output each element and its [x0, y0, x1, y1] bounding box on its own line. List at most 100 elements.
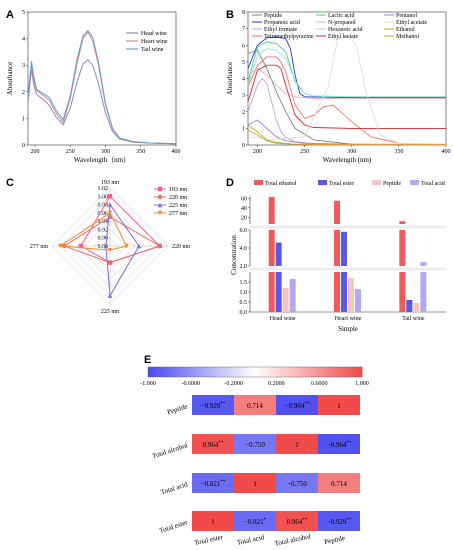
- heatmap-cell-value: −0.750: [245, 441, 265, 449]
- series-line-ethyl-formate: [247, 77, 447, 145]
- colorbar-segment: [315, 367, 320, 377]
- heatmap-cell: [192, 473, 234, 493]
- heatmap-cell-value: 1: [253, 480, 257, 488]
- colorbar-segment: [240, 367, 245, 377]
- bar-peptide-heart-wine: [348, 278, 354, 312]
- colorbar-segment: [247, 367, 252, 377]
- colorbar-segment: [344, 367, 349, 377]
- radar-r-tick-label: 0.96: [98, 211, 109, 217]
- y-tick-label: 6.0: [240, 228, 248, 234]
- colorbar-segment: [215, 367, 220, 377]
- significance-mark: **: [220, 402, 226, 407]
- radar-point-277-nm: [107, 210, 113, 216]
- colorbar-segment: [265, 367, 270, 377]
- radar-point-277-nm: [107, 247, 113, 253]
- legend-label-methanol: Methanol: [396, 34, 419, 40]
- row-label-peptide: Peptide: [166, 402, 188, 416]
- legend-swatch-total-ester: [318, 180, 327, 185]
- legend-swatch-total-ethanol: [254, 180, 263, 185]
- bar-total-ethanol-heart-wine: [334, 230, 340, 266]
- colorbar-segment: [244, 367, 249, 377]
- bar-total-ethanol-head-wine: [268, 196, 275, 224]
- panel-d-concentration-chart: 0.0 0.5 1.0 1.5 2.0 4.0 6.0 20 40 60 Head wine Hear…: [230, 180, 446, 333]
- colorbar-segment: [205, 367, 210, 377]
- heatmap-cell-value: −0.821**: [201, 480, 226, 488]
- colorbar-segment: [287, 367, 292, 377]
- x-axis-label: Wavelength (nm): [323, 156, 372, 164]
- legend-label-n-propanol: N-propanol: [328, 20, 356, 26]
- heatmap-cell-value: 1: [295, 441, 299, 449]
- bar-total-ethanol-head-wine: [268, 230, 275, 266]
- colorbar-segment: [190, 367, 195, 377]
- colorbar-tick-label: 0.2000: [268, 381, 285, 387]
- colorbar-segment: [276, 367, 281, 377]
- bar-total-ethanol-heart-wine: [334, 200, 340, 224]
- bar-total-ester-heart-wine: [341, 272, 347, 312]
- series-line-hexanoic-acid: [247, 48, 446, 98]
- x-tick-label: Tail wine: [402, 316, 425, 322]
- heatmap-cell-value: −0.964**: [327, 441, 352, 449]
- x-tick-label: 200: [31, 149, 40, 155]
- significance-mark: **: [346, 518, 352, 523]
- bar-total-acid-tail-wine: [420, 261, 427, 266]
- legend-label-peptide: Peptide: [264, 13, 282, 19]
- colorbar-segment: [180, 367, 185, 377]
- panel-letter-b: B: [226, 9, 234, 21]
- heatmap-cell-value: 0.964**: [203, 441, 224, 449]
- legend-label-ethyl-acetate: Ethyl acetate: [396, 20, 427, 26]
- legend-label-head-wine: Head wine: [141, 31, 167, 37]
- radar-r-tick-label: 0.92: [98, 227, 109, 233]
- x-tick-label: 350: [394, 149, 403, 155]
- colorbar-segment: [319, 367, 324, 377]
- series-line-head-wine: [27, 59, 177, 145]
- y-tick-label: 6: [242, 43, 245, 49]
- heatmap-cell: [318, 473, 360, 493]
- legend-label-225-nm: 225 nm: [169, 203, 188, 209]
- colorbar-tick-label: -1.000: [140, 381, 156, 387]
- bar-total-ethanol-tail-wine: [399, 272, 406, 312]
- x-tick-label: 300: [101, 149, 110, 155]
- y-tick-label: 3: [242, 93, 245, 99]
- x-axis-label: Simple: [338, 325, 358, 333]
- y-tick-label: 2: [242, 110, 245, 116]
- x-tick-label: 200: [253, 149, 262, 155]
- colorbar-segment: [358, 367, 363, 377]
- y-tick-label: 0: [242, 143, 245, 149]
- heatmap-cell-value: −0.821*: [244, 518, 267, 526]
- radar-axis-label-220-nm: 220 nm: [172, 244, 191, 250]
- colorbar-segment: [255, 367, 259, 377]
- radar-point-193-nm: [78, 243, 84, 249]
- colorbar-segment: [201, 367, 206, 377]
- colorbar-segment: [279, 367, 284, 377]
- heatmap-cell-value: −0.929**: [327, 518, 352, 526]
- heatmap-cell: [276, 395, 318, 415]
- colorbar-segment: [258, 367, 263, 377]
- colorbar-segment: [208, 367, 213, 377]
- heatmap-cell: [276, 473, 318, 493]
- x-tick-label: 400: [172, 149, 181, 155]
- legend-label-total-ethanol: Total ethanol: [265, 181, 297, 187]
- colorbar-segment: [283, 367, 288, 377]
- x-tick-label: Heart wine: [335, 316, 362, 322]
- colorbar-segment: [354, 367, 359, 377]
- y-tick-label: 5: [22, 10, 25, 16]
- legend-label-lactic-acid: Lactic acid: [328, 13, 354, 19]
- panel-b-standards-chart: 200 250 300 350 400 0 1 2 3 4 5 6 7 8 Wavelength (nm) A…: [226, 10, 451, 164]
- panel-letter-a: A: [6, 9, 14, 21]
- y-tick-label: 5: [242, 60, 245, 66]
- bar-total-ethanol-heart-wine: [334, 272, 340, 312]
- bar-total-acid-head-wine: [289, 279, 296, 312]
- heatmap-cell: [276, 511, 318, 531]
- series-line-tetramethylpyrazine: [247, 56, 447, 145]
- panel-letter-c: C: [6, 177, 14, 189]
- y-tick-label: 1.5: [240, 280, 248, 286]
- radar-r-tick-label: 1.02: [98, 186, 109, 192]
- colorbar-segment: [151, 367, 156, 377]
- heatmap-cell: [318, 395, 360, 415]
- bar-total-acid-tail-wine: [420, 272, 427, 312]
- legend-marker-225-nm: [157, 202, 163, 208]
- colorbar-segment: [340, 367, 345, 377]
- colorbar-segment: [262, 367, 267, 377]
- y-tick-label: 60: [241, 196, 247, 202]
